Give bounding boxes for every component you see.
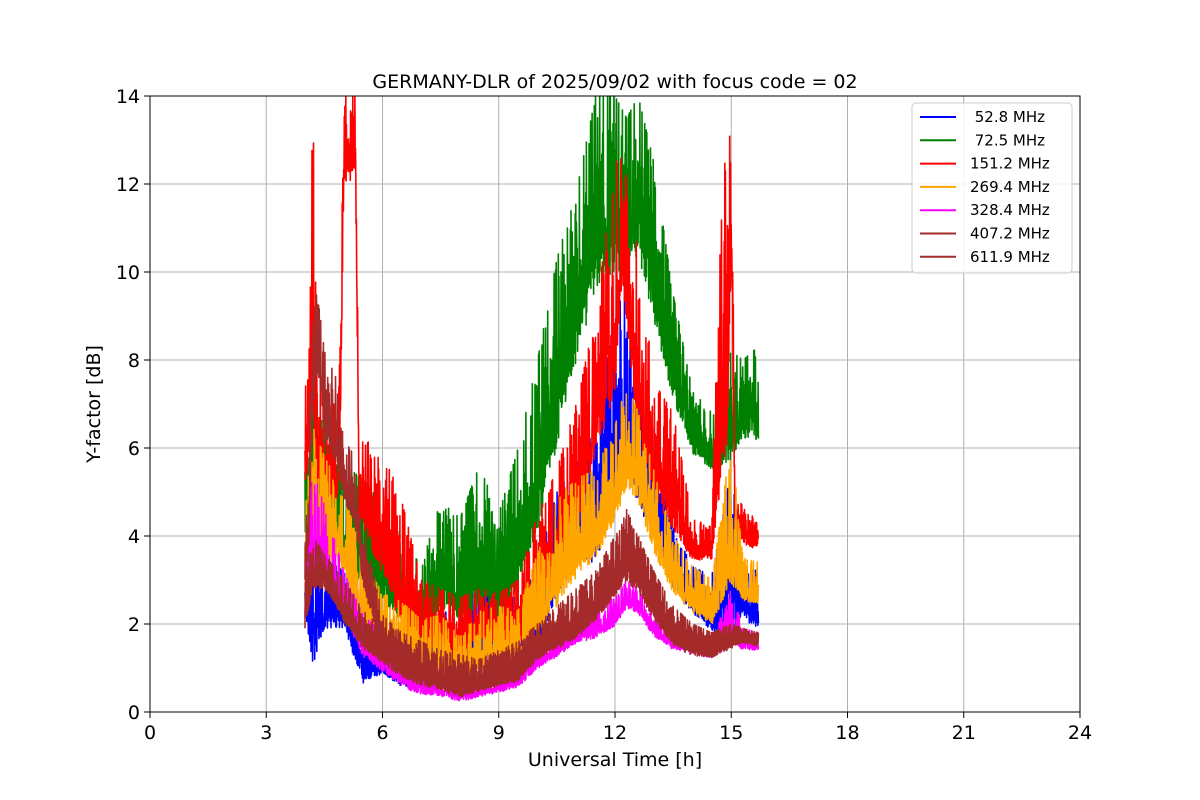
x-tick-label: 9 [493, 722, 505, 744]
legend-entry: 328.4 MHz [970, 201, 1050, 219]
y-tick-label: 0 [128, 702, 140, 724]
y-tick-label: 6 [128, 438, 140, 460]
x-tick-label: 0 [144, 722, 156, 744]
x-tick-label: 21 [952, 722, 976, 744]
chart-title: GERMANY-DLR of 2025/09/02 with focus cod… [372, 71, 857, 93]
x-tick-label: 3 [260, 722, 272, 744]
x-tick-label: 15 [719, 722, 743, 744]
series-line [304, 294, 760, 697]
y-tick-label: 8 [128, 350, 140, 372]
y-tick-label: 4 [128, 526, 140, 548]
legend-box [911, 102, 1073, 274]
y-tick-label: 2 [128, 614, 140, 636]
legend-entry: 269.4 MHz [970, 178, 1050, 196]
legend-entry: 611.9 MHz [970, 248, 1050, 266]
x-axis-ticks: 0 3 6 9 12 15 18 21 24 [144, 712, 1092, 744]
x-axis-label: Universal Time [h] [528, 749, 702, 771]
legend-entry: 52.8 MHz [970, 108, 1045, 126]
legend-entry: 72.5 MHz [970, 131, 1045, 149]
x-tick-label: 6 [376, 722, 388, 744]
x-tick-label: 12 [603, 722, 627, 744]
y-tick-label: 10 [116, 262, 140, 284]
legend: 52.8 MHz 72.5 MHz 151.2 MHz 269.4 MHz 328.4… [911, 102, 1073, 274]
y-axis-ticks: 0 2 4 6 8 10 12 14 [116, 86, 150, 724]
series-layer [304, 96, 760, 702]
x-tick-label: 18 [835, 722, 859, 744]
y-tick-label: 12 [116, 174, 140, 196]
x-tick-label: 24 [1068, 722, 1092, 744]
legend-entry: 407.2 MHz [970, 225, 1050, 243]
y-axis-label: Y-factor [dB] [83, 345, 105, 464]
y-tick-label: 14 [116, 86, 140, 108]
legend-entry: 151.2 MHz [970, 155, 1050, 173]
